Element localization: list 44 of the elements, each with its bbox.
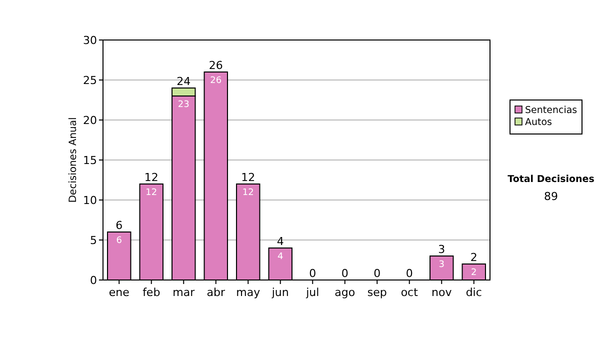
x-tick-label: jun xyxy=(270,286,289,299)
total-label: 26 xyxy=(208,59,223,72)
y-tick-label: 20 xyxy=(83,114,97,127)
data-label: 26 xyxy=(210,76,222,86)
x-tick-label: ago xyxy=(334,286,356,299)
y-axis-title: Decisiones Anual xyxy=(68,117,79,203)
y-tick-label: 25 xyxy=(83,74,97,87)
y-tick-label: 0 xyxy=(90,274,97,287)
data-label: 23 xyxy=(178,100,190,110)
y-tick-label: 30 xyxy=(83,34,97,47)
x-tick-label: feb xyxy=(142,286,160,299)
total-label: 24 xyxy=(176,75,191,88)
total-label: 0 xyxy=(406,267,413,280)
data-label: 3 xyxy=(438,260,444,270)
total-label: 6 xyxy=(116,219,123,232)
text: Total Decisiones xyxy=(508,174,595,185)
x-tick-label: abr xyxy=(206,286,226,299)
total-label: 0 xyxy=(374,267,381,280)
y-tick-label: 10 xyxy=(83,194,97,207)
total-label: 12 xyxy=(241,171,256,184)
total-label: 0 xyxy=(309,267,316,280)
total-label: 12 xyxy=(144,171,158,184)
x-tick-label: dic xyxy=(466,286,482,299)
text: 89 xyxy=(544,190,558,203)
x-tick-label: oct xyxy=(400,286,419,299)
legend-label: Autos xyxy=(525,117,552,128)
data-label: 2 xyxy=(471,268,477,278)
data-label: 12 xyxy=(146,188,158,198)
total-label: 2 xyxy=(470,251,478,264)
x-tick-label: nov xyxy=(432,286,452,299)
total-label: 0 xyxy=(341,267,348,280)
total-label: 4 xyxy=(276,235,284,248)
x-tick-label: mar xyxy=(172,286,196,299)
x-tick-label: ene xyxy=(108,286,130,299)
x-tick-label: jul xyxy=(305,286,320,299)
data-label: 4 xyxy=(278,252,284,262)
total-label: 3 xyxy=(438,243,446,256)
legend-label: Sentencias xyxy=(525,105,578,116)
y-tick-label: 5 xyxy=(90,234,97,247)
data-label: 12 xyxy=(242,188,254,198)
x-tick-label: may xyxy=(236,286,261,299)
x-tick-label: sep xyxy=(367,286,387,299)
data-label: 6 xyxy=(116,236,122,246)
y-tick-label: 15 xyxy=(83,154,97,167)
